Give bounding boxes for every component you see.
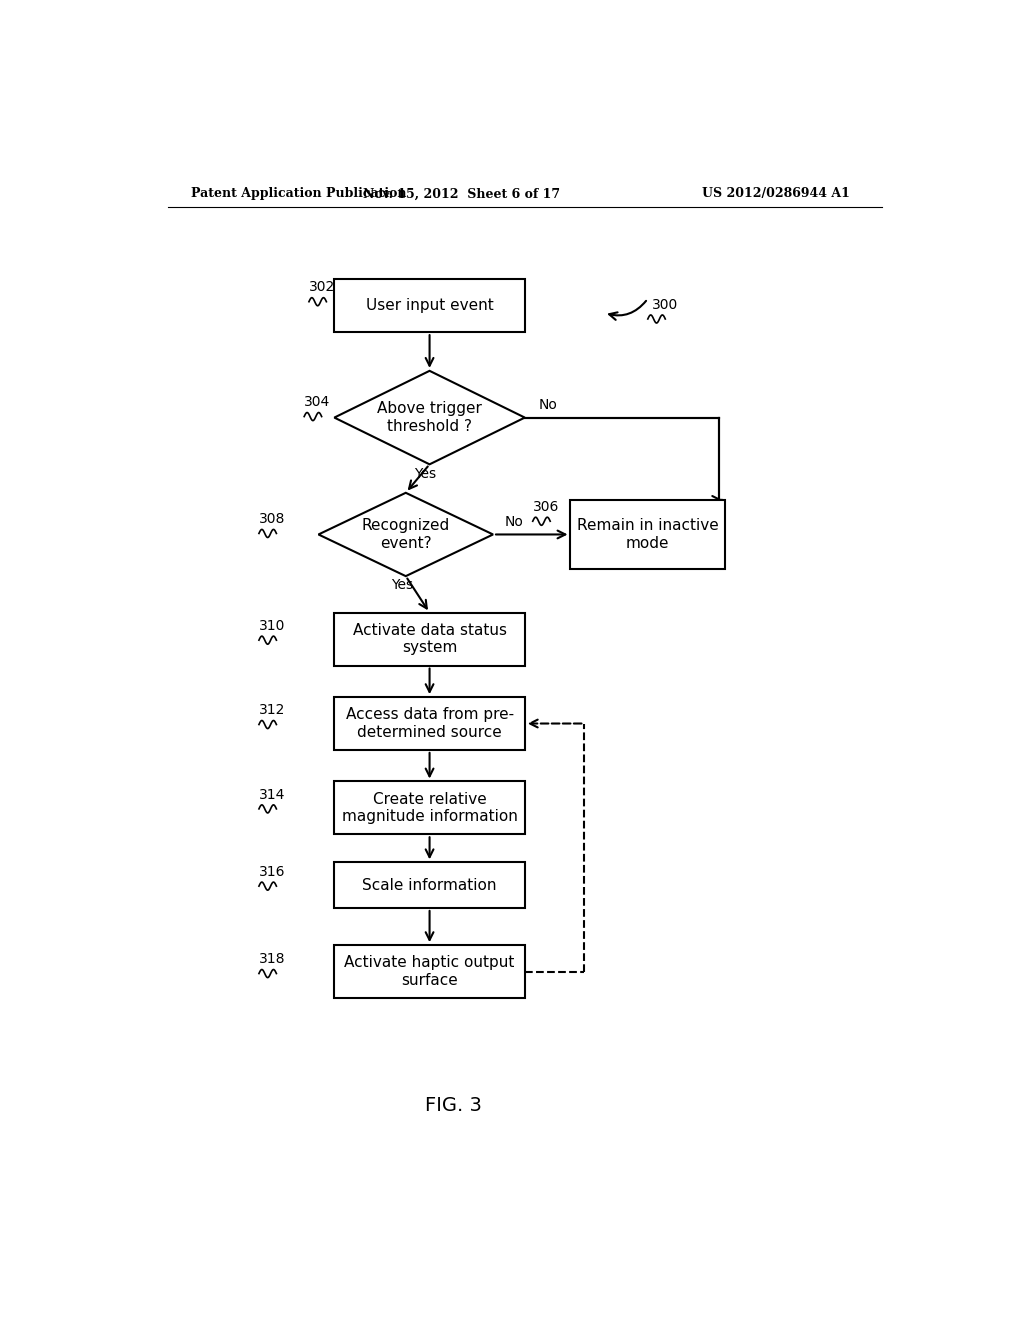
Text: 318: 318 (259, 952, 286, 966)
Text: 308: 308 (259, 512, 286, 527)
Text: 310: 310 (259, 619, 286, 634)
Text: No: No (505, 515, 524, 529)
Text: No: No (539, 399, 558, 412)
Text: 316: 316 (259, 865, 286, 879)
Text: Remain in inactive
mode: Remain in inactive mode (577, 519, 719, 550)
Text: Access data from pre-
determined source: Access data from pre- determined source (345, 708, 514, 739)
Text: Nov. 15, 2012  Sheet 6 of 17: Nov. 15, 2012 Sheet 6 of 17 (362, 187, 560, 201)
Bar (334, 781, 524, 834)
Text: FIG. 3: FIG. 3 (425, 1096, 482, 1115)
Polygon shape (334, 371, 524, 465)
Text: Yes: Yes (415, 466, 436, 480)
Text: Create relative
magnitude information: Create relative magnitude information (342, 792, 517, 824)
Polygon shape (318, 492, 494, 576)
Text: Activate haptic output
surface: Activate haptic output surface (344, 956, 515, 987)
Text: 302: 302 (309, 280, 335, 294)
Text: Patent Application Publication: Patent Application Publication (191, 187, 407, 201)
Text: 312: 312 (259, 704, 286, 717)
Bar (334, 697, 524, 750)
Bar (334, 612, 524, 665)
Bar (334, 862, 524, 908)
Bar (570, 500, 725, 569)
Text: 300: 300 (652, 298, 678, 312)
Text: User input event: User input event (366, 298, 494, 313)
Text: Scale information: Scale information (362, 878, 497, 892)
Text: US 2012/0286944 A1: US 2012/0286944 A1 (702, 187, 850, 201)
Text: Yes: Yes (391, 578, 413, 593)
Text: 314: 314 (259, 788, 286, 801)
Text: Recognized
event?: Recognized event? (361, 519, 450, 550)
Text: Activate data status
system: Activate data status system (352, 623, 507, 655)
Text: 304: 304 (304, 395, 331, 409)
Text: Above trigger
threshold ?: Above trigger threshold ? (377, 401, 482, 434)
Text: 306: 306 (532, 500, 559, 513)
Bar (334, 945, 524, 998)
Bar (334, 280, 524, 333)
